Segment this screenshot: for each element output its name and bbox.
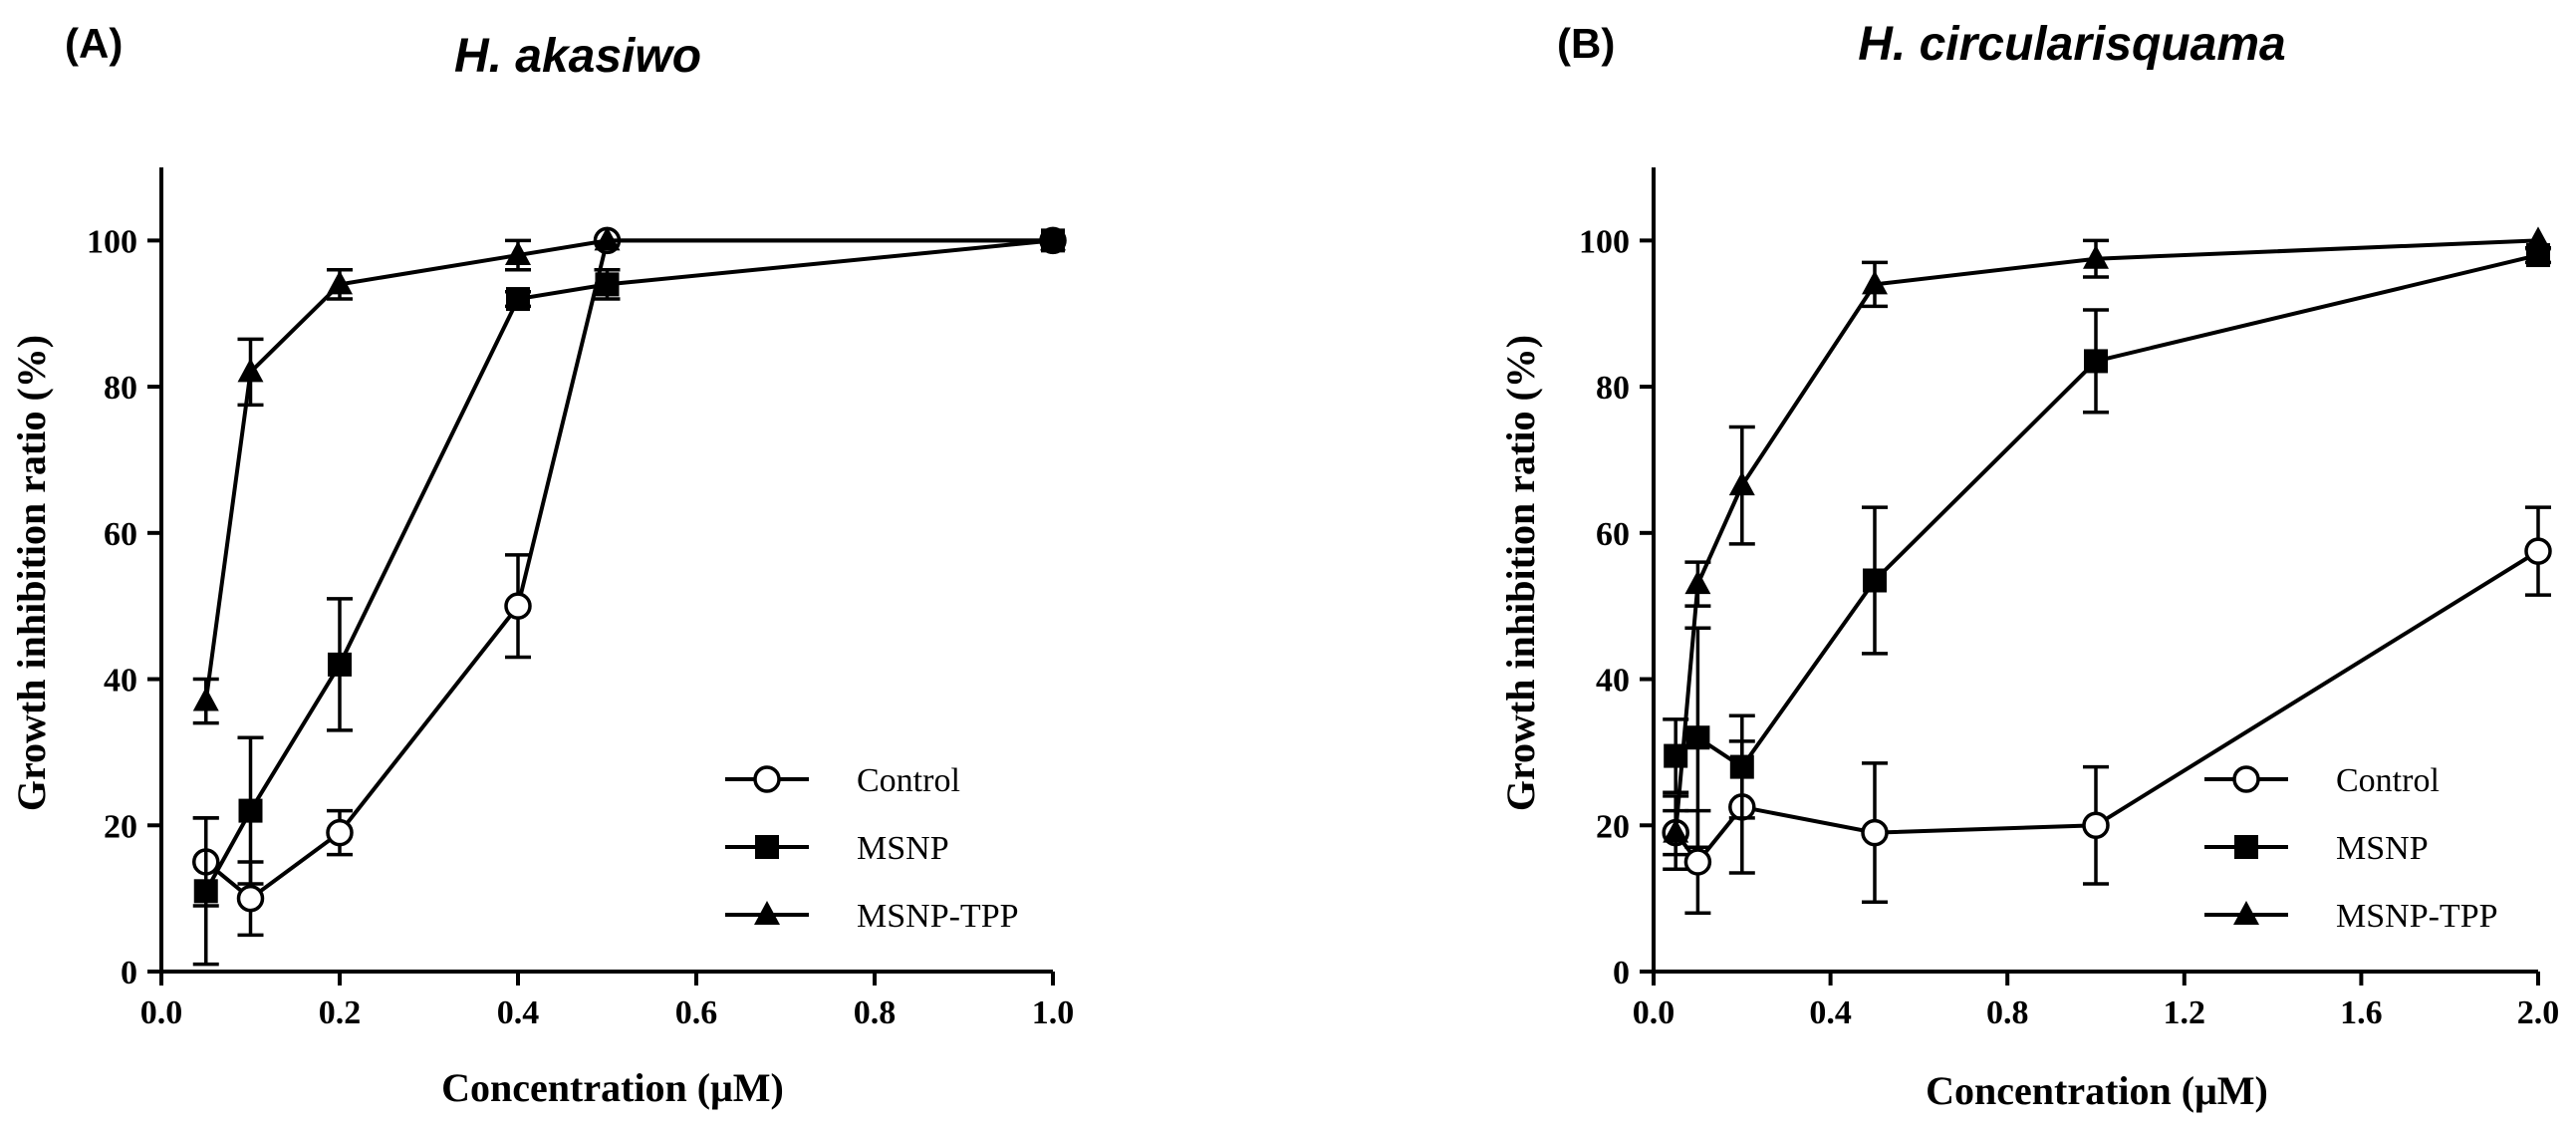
x-tick-label: 0.4 <box>497 994 540 1031</box>
chart-title: H. akasiwo <box>454 30 701 83</box>
legend-marker <box>2232 765 2260 793</box>
x-tick-label: 0.0 <box>1633 994 1675 1031</box>
legend-item-msnp: MSNP <box>2204 830 2429 867</box>
y-axis-title: Growth inhibition ratio (%) <box>9 335 54 811</box>
legend-item-control: Control <box>2204 762 2440 799</box>
data-point <box>237 358 264 383</box>
data-point <box>1040 226 1066 251</box>
panel-label: (A) <box>65 20 123 67</box>
series-line <box>204 238 1053 902</box>
legend-item-control: Control <box>725 762 960 799</box>
series-control <box>192 226 1067 938</box>
x-axis-title: Concentration (μM) <box>441 1065 784 1110</box>
data-point <box>192 687 219 711</box>
y-tick-label: 100 <box>87 223 137 260</box>
panel-a: (A) H. akasiwo Concentration (μM) Growth… <box>9 20 1074 1110</box>
legend-item-msnp-tpp: MSNP-TPP <box>2204 898 2498 935</box>
legend-marker <box>754 901 780 925</box>
x-tick-label: 1.6 <box>2340 994 2383 1031</box>
axes: 0.0 0.2 0.4 0.6 0.8 1.0 0 20 40 60 80 100 <box>87 167 1074 1031</box>
y-tick-label: 80 <box>1596 370 1630 407</box>
legend-label: Control <box>857 762 960 799</box>
y-tick-label: 0 <box>121 955 137 991</box>
data-point <box>2525 226 2551 251</box>
y-tick-label: 100 <box>1579 223 1630 260</box>
x-axis-title: Concentration (μM) <box>1926 1068 2268 1113</box>
series-msnp <box>1663 243 2551 850</box>
data-point <box>505 241 531 266</box>
y-tick-label: 20 <box>104 808 137 845</box>
x-tick-label: 0.8 <box>854 994 897 1031</box>
series-msnp <box>192 228 1065 967</box>
x-tick-label: 2.0 <box>2517 994 2560 1031</box>
series-line <box>204 238 1054 893</box>
legend-marker <box>755 835 779 859</box>
data-point <box>2082 811 2110 840</box>
data-point <box>1663 818 1689 843</box>
data-point <box>326 818 354 847</box>
data-point <box>2524 537 2552 565</box>
legend: Control MSNP MSNP-TPP <box>2204 762 2498 935</box>
data-point <box>594 226 621 251</box>
series-line <box>1674 238 2539 833</box>
data-point <box>1683 848 1712 876</box>
series-line <box>203 238 1053 702</box>
data-point <box>1684 570 1711 595</box>
legend-item-msnp-tpp: MSNP-TPP <box>725 898 1019 935</box>
data-point <box>193 879 218 904</box>
data-point <box>1863 568 1887 593</box>
panel-label: (B) <box>1557 20 1615 67</box>
y-tick-label: 60 <box>1596 516 1630 553</box>
x-tick-label: 0.0 <box>140 994 183 1031</box>
data-point <box>328 652 352 677</box>
legend-marker <box>2233 901 2259 925</box>
data-point <box>595 272 620 297</box>
x-tick-label: 0.8 <box>1986 994 2029 1031</box>
x-tick-label: 0.4 <box>1809 994 1852 1031</box>
y-axis-title: Growth inhibition ratio (%) <box>1498 335 1543 811</box>
y-tick-label: 60 <box>104 516 137 553</box>
legend: Control MSNP MSNP-TPP <box>725 762 1019 935</box>
chart-title: H. circularisquama <box>1858 18 2286 71</box>
data-point <box>1685 725 1710 750</box>
data-point <box>238 798 263 823</box>
x-tick-label: 1.2 <box>2164 994 2206 1031</box>
data-point <box>1728 471 1755 496</box>
data-point <box>1861 818 1889 847</box>
data-point <box>327 270 353 295</box>
series-msnp-tpp <box>192 226 1066 725</box>
data-point <box>236 884 265 913</box>
legend-label: MSNP <box>857 830 949 867</box>
series-line <box>1674 549 2540 866</box>
data-point <box>1862 270 1888 295</box>
legend-label: MSNP-TPP <box>2336 898 2498 935</box>
axes: 0.0 0.4 0.8 1.2 1.6 2.0 0 20 40 60 80 100 <box>1579 167 2559 1031</box>
data-point <box>1729 754 1754 779</box>
legend-label: MSNP-TPP <box>857 898 1019 935</box>
series-layer <box>192 226 1067 967</box>
x-tick-label: 1.0 <box>1032 994 1075 1031</box>
y-tick-label: 0 <box>1613 955 1630 991</box>
x-tick-label: 0.6 <box>675 994 718 1031</box>
x-tick-label: 0.2 <box>319 994 362 1031</box>
data-point <box>506 287 530 312</box>
series-control <box>1662 505 2552 916</box>
data-point <box>2084 349 2108 374</box>
y-tick-label: 40 <box>1596 663 1630 700</box>
series-line <box>1674 253 2539 770</box>
y-tick-label: 80 <box>104 370 137 407</box>
legend-label: MSNP <box>2336 830 2429 867</box>
legend-item-msnp: MSNP <box>725 830 949 867</box>
legend-marker <box>753 765 781 793</box>
legend-marker <box>2234 835 2258 859</box>
y-tick-label: 20 <box>1596 808 1630 845</box>
panel-b: (B) H. circularisquama Concentration (μM… <box>1498 18 2559 1113</box>
legend-label: Control <box>2336 762 2440 799</box>
data-point <box>504 592 532 620</box>
series-msnp-tpp <box>1663 226 2551 857</box>
series-layer <box>1662 226 2552 916</box>
data-point <box>2083 244 2109 269</box>
y-tick-label: 40 <box>104 663 137 700</box>
